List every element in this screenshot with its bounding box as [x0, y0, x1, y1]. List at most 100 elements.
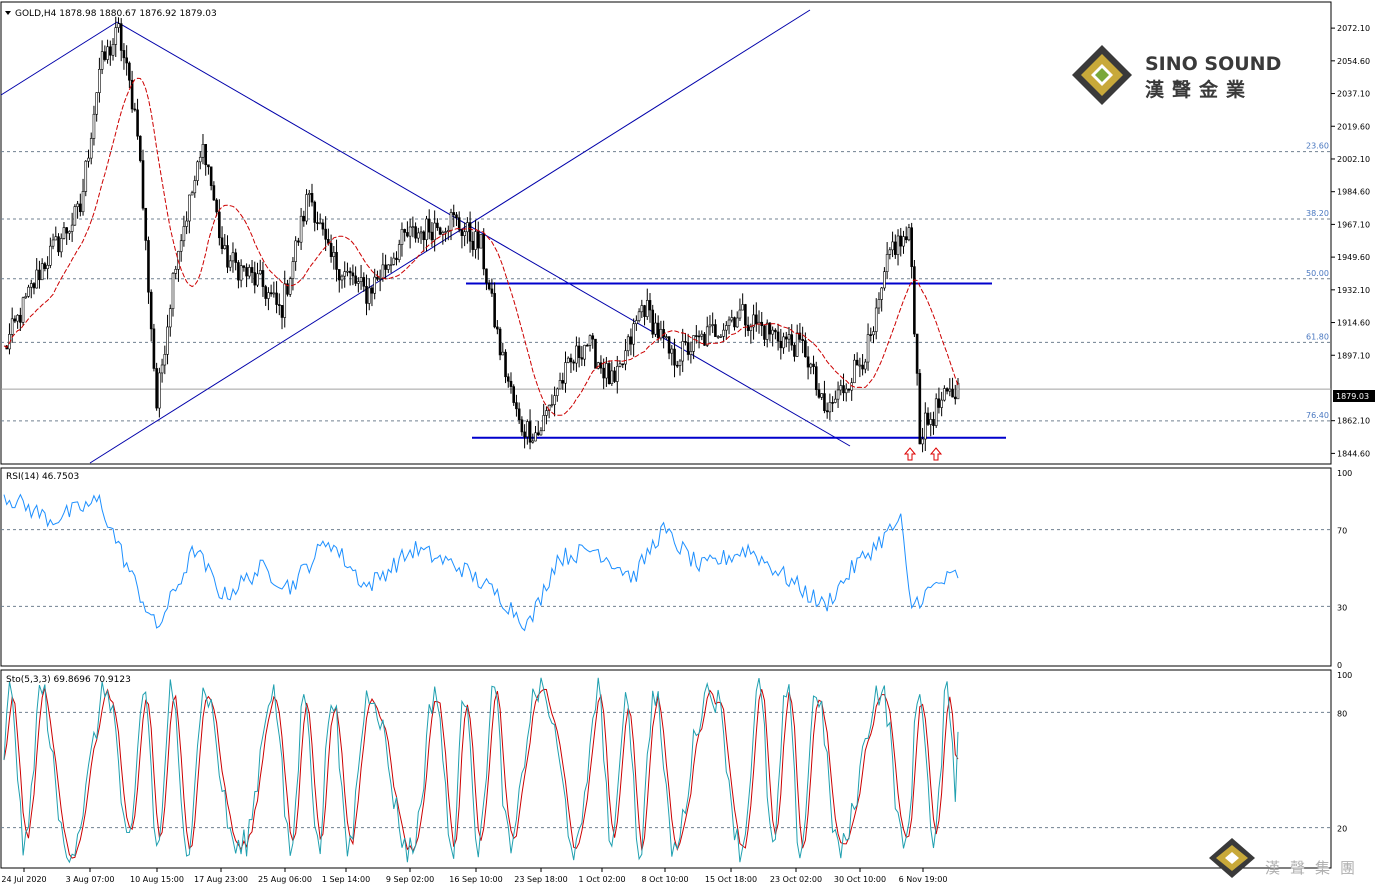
candle-body [332, 251, 336, 257]
candle-body [926, 412, 930, 425]
stochastic-series: 100 80 20 [1, 671, 1352, 864]
candle-body [523, 431, 526, 438]
symbol-dropdown-icon[interactable] [5, 11, 11, 15]
trendlines[interactable] [0, 9, 1006, 464]
candle-body [179, 240, 183, 252]
candle-body [307, 193, 311, 195]
candle-body [722, 329, 725, 337]
candle-body [98, 69, 101, 93]
candle-body [953, 396, 957, 400]
candle-body [87, 157, 90, 162]
candle-body [299, 215, 303, 243]
candle-body [13, 318, 17, 322]
candle-body [814, 366, 818, 390]
candle-body [626, 336, 630, 352]
candle-body [166, 326, 169, 355]
candle-body [280, 305, 284, 318]
candle-body [149, 291, 153, 330]
candle-body [329, 243, 333, 257]
candle-body [335, 251, 338, 270]
fib-label-38.20: 38.20 [1306, 209, 1329, 218]
candle-body [392, 257, 396, 265]
candle-body [662, 329, 665, 338]
candle-body [741, 304, 744, 311]
candle-body [163, 354, 167, 366]
candle-body [190, 192, 194, 196]
candle-body [801, 339, 804, 341]
candle-body [498, 328, 502, 356]
trendline-ascending[interactable] [89, 9, 811, 464]
candle-body [261, 270, 265, 287]
candle-body [277, 304, 281, 306]
candle-body [665, 336, 668, 338]
time-label-12: 23 Oct 02:00 [770, 875, 822, 884]
candle-body [915, 333, 919, 374]
watermark-name-cn: 漢聲集團 [1265, 859, 1365, 877]
candle-body [479, 234, 483, 249]
candle-body [92, 113, 96, 139]
candle-body [594, 338, 597, 369]
candle-body [73, 206, 77, 226]
candle-body [904, 236, 908, 241]
candle-body [267, 292, 270, 299]
candle-body [46, 265, 49, 269]
candle-body [220, 237, 224, 249]
candle-body [215, 199, 218, 213]
candle-body [207, 164, 210, 168]
price-tick-1897.10: 1897.10 [1337, 351, 1370, 360]
candle-body [411, 226, 415, 228]
candle-body [455, 214, 458, 218]
candle-body [160, 364, 164, 374]
candle-body [629, 336, 633, 345]
candle-body [288, 278, 292, 295]
candle-body [59, 238, 63, 253]
price-tick-1844.60: 1844.60 [1337, 449, 1370, 458]
trendline-upper-left[interactable] [0, 21, 118, 96]
candle-body [790, 334, 794, 346]
fib-label-23.60: 23.60 [1306, 142, 1329, 151]
candle-body [414, 226, 417, 239]
sto-panel-frame [0, 669, 1332, 869]
candle-body [542, 415, 545, 432]
candle-body [858, 364, 862, 367]
time-label-2: 10 Aug 15:00 [130, 875, 184, 884]
candle-body [291, 261, 295, 279]
candle-body [836, 389, 840, 400]
candle-body [109, 46, 112, 56]
candle-body [534, 432, 537, 442]
candle-body [65, 227, 68, 234]
candle-body [896, 235, 900, 255]
candle-body [885, 254, 889, 272]
candle-body [550, 404, 554, 406]
candle-body [583, 344, 586, 360]
candle-body [474, 231, 477, 250]
candle-body [185, 220, 188, 227]
candle-body [234, 252, 237, 263]
price-axis: 2072.10 2054.60 2037.10 2019.60 2002.10 1984.… [1331, 24, 1370, 458]
candle-body [365, 286, 368, 304]
candle-body [168, 308, 172, 328]
candle-body [294, 240, 297, 262]
candle-body [403, 229, 406, 233]
candle-body [586, 344, 589, 347]
candle-body [193, 180, 197, 194]
candle-body [218, 211, 221, 239]
current-price-tag [1333, 390, 1375, 402]
candle-body [577, 345, 581, 358]
candle-body [817, 389, 821, 398]
candle-body [943, 388, 946, 401]
candle-body [681, 341, 685, 362]
candle-body [754, 314, 758, 325]
candle-body [738, 309, 742, 319]
candle-body [370, 287, 374, 294]
candle-body [888, 249, 892, 255]
candle-body [667, 336, 671, 354]
candle-body [515, 402, 518, 410]
price-tick-1932.10: 1932.10 [1337, 286, 1370, 295]
candle-body [703, 333, 706, 346]
candle-body [659, 329, 663, 339]
candle-body [228, 260, 232, 268]
candle-body [839, 385, 843, 391]
